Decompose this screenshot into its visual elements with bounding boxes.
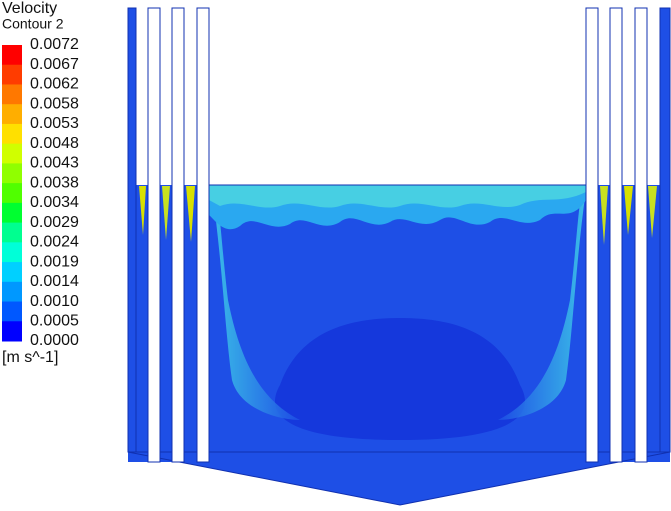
legend-label: 0.0062 bbox=[30, 76, 79, 93]
color-band bbox=[2, 163, 22, 184]
legend-label: 0.0014 bbox=[30, 273, 79, 290]
legend-label: 0.0019 bbox=[30, 253, 79, 270]
legend-label: 0.0038 bbox=[30, 174, 79, 191]
color-band bbox=[2, 262, 22, 283]
domain bbox=[127, 7, 671, 506]
color-band bbox=[2, 64, 22, 85]
legend-label: 0.0072 bbox=[30, 36, 79, 53]
legend-label: 0.0048 bbox=[30, 135, 79, 152]
legend-label: 0.0053 bbox=[30, 115, 79, 132]
legend-label: 0.0034 bbox=[30, 194, 79, 211]
legend-unit: [m s^-1] bbox=[2, 349, 58, 366]
legend-labels: 0.0072 0.0067 0.0062 0.0058 0.0053 0.0048 0.00… bbox=[30, 36, 79, 349]
legend-subtitle: Contour 2 bbox=[2, 16, 64, 32]
color-band bbox=[2, 123, 22, 145]
color-band bbox=[2, 104, 22, 125]
legend-label: 0.0000 bbox=[30, 332, 79, 349]
legend-title: Velocity bbox=[2, 0, 57, 17]
color-band bbox=[2, 202, 22, 224]
legend-label: 0.0024 bbox=[30, 234, 79, 251]
legend-label: 0.0058 bbox=[30, 95, 79, 112]
color-band bbox=[2, 301, 22, 322]
color-bar bbox=[2, 45, 22, 342]
color-band bbox=[2, 222, 22, 243]
color-band bbox=[2, 84, 22, 105]
color-band bbox=[2, 183, 22, 204]
color-band bbox=[2, 321, 22, 342]
legend-label: 0.0043 bbox=[30, 155, 79, 172]
legend-label: 0.0010 bbox=[30, 293, 79, 310]
legend-label: 0.0005 bbox=[30, 312, 79, 329]
color-band bbox=[2, 143, 22, 164]
legend-label: 0.0029 bbox=[30, 214, 79, 231]
color-band bbox=[2, 281, 22, 303]
color-band bbox=[2, 45, 22, 66]
legend-label: 0.0067 bbox=[30, 56, 79, 73]
color-band bbox=[2, 242, 22, 263]
